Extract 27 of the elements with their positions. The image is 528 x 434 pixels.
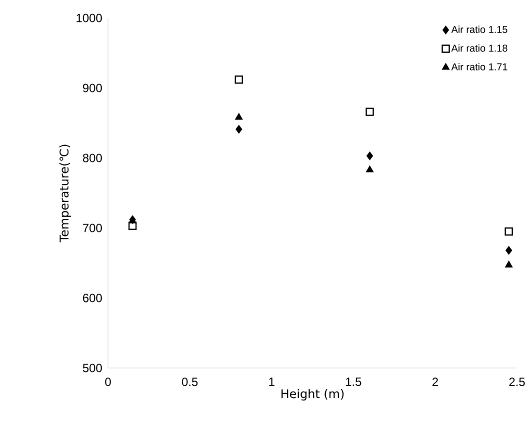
legend-label: Air ratio 1.18 [451,44,508,52]
y-tick-label: 600 [83,294,102,302]
legend-label: Air ratio 1.15 [451,26,508,33]
point [236,125,242,134]
point [505,261,512,268]
point [234,76,243,84]
point [128,222,137,230]
x-tick-label: 1 [269,378,274,386]
y-tick-label: 800 [82,154,102,162]
y-tick-label: 700 [83,224,102,232]
point [506,246,512,254]
y-tick-label: 900 [82,84,102,92]
point [235,113,243,120]
y-tick-label: 1000 [76,14,102,22]
x-tick-label: 1.5 [346,378,362,386]
x-tick-label: 2 [432,378,438,386]
x-tick-label: 2.5 [509,378,525,386]
point [366,166,374,172]
legend-label: Air ratio 1.71 [451,63,508,70]
y-tick-label: 500 [82,364,102,372]
x-tick-label: 0.5 [182,378,198,386]
x-axis-title: Height (m) [282,388,344,401]
point [366,108,374,116]
x-tick-label: 0 [105,378,111,386]
y-axis-title: Temperature(℃) [59,144,71,242]
point [504,227,513,236]
point [366,152,373,160]
